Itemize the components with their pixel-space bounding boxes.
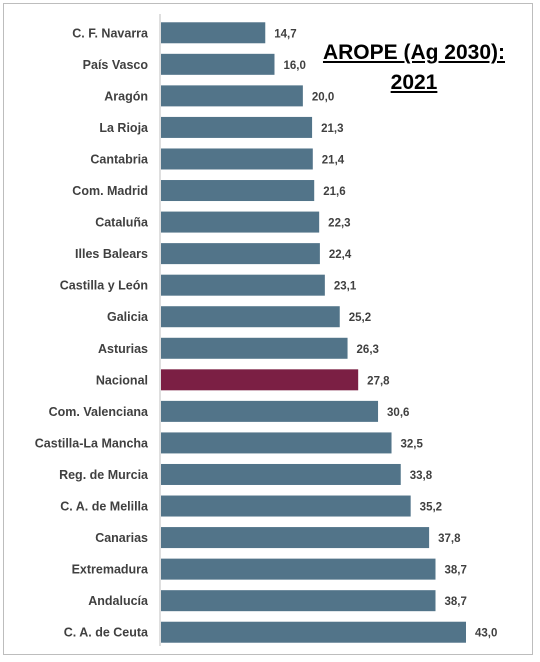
value-label-pais-vasco: 16,0 [283, 60, 305, 72]
category-label-cantabria: Cantabria [90, 152, 149, 166]
value-label-galicia: 25,2 [349, 312, 371, 324]
value-label-asturias: 26,3 [357, 344, 379, 356]
value-label-canarias: 37,8 [438, 533, 461, 545]
category-label-cataluna: Cataluña [95, 216, 149, 230]
bar-c-a-de-melilla [161, 495, 411, 517]
bar-andalucia [161, 590, 436, 612]
bar-cataluna [161, 211, 320, 233]
category-label-c-f-navarra: C. F. Navarra [72, 26, 149, 40]
value-label-extremadura: 38,7 [445, 565, 467, 577]
bar-extremadura [161, 558, 436, 580]
category-label-pais-vasco: País Vasco [83, 58, 149, 72]
category-label-nacional: Nacional [96, 373, 148, 387]
value-label-cataluna: 22,3 [328, 218, 350, 230]
category-label-illes-balears: Illes Balears [75, 247, 148, 261]
category-label-extremadura: Extremadura [72, 563, 149, 577]
value-label-c-a-de-ceuta: 43,0 [475, 628, 497, 640]
bar-nacional [161, 369, 359, 391]
bar-castilla-y-leon [161, 274, 325, 296]
value-label-andalucia: 38,7 [445, 596, 467, 608]
value-label-castilla-y-leon: 23,1 [334, 281, 357, 293]
category-label-com-valenciana: Com. Valenciana [49, 405, 149, 419]
bar-c-f-navarra [161, 22, 266, 44]
value-label-castilla-la-mancha: 32,5 [401, 438, 424, 450]
value-label-nacional: 27,8 [367, 375, 390, 387]
bar-la-rioja [161, 116, 313, 138]
chart-title: AROPE (Ag 2030): 2021 [318, 38, 510, 98]
bar-com-valenciana [161, 400, 379, 422]
bar-pais-vasco [161, 53, 275, 75]
value-label-c-a-de-melilla: 35,2 [420, 502, 442, 514]
category-label-canarias: Canarias [95, 531, 148, 545]
bar-galicia [161, 306, 340, 328]
value-label-c-f-navarra: 14,7 [274, 28, 296, 40]
chart-title-line1: AROPE (Ag 2030): [322, 41, 506, 64]
category-label-com-madrid: Com. Madrid [72, 184, 148, 198]
category-label-la-rioja: La Rioja [99, 121, 149, 135]
value-label-com-valenciana: 30,6 [387, 407, 409, 419]
bar-canarias [161, 527, 430, 549]
category-label-c-a-de-ceuta: C. A. de Ceuta [64, 626, 149, 640]
bar-cantabria [161, 148, 313, 170]
value-label-aragon: 20,0 [312, 91, 334, 103]
bar-com-madrid [161, 180, 315, 202]
bar-castilla-la-mancha [161, 432, 392, 454]
category-label-aragon: Aragón [104, 89, 148, 103]
category-label-reg-de-murcia: Reg. de Murcia [59, 468, 149, 482]
bar-asturias [161, 337, 348, 359]
value-label-la-rioja: 21,3 [321, 123, 343, 135]
chart-title-line2: 2021 [390, 71, 438, 94]
category-label-andalucia: Andalucía [88, 594, 149, 608]
category-label-c-a-de-melilla: C. A. de Melilla [60, 500, 149, 514]
category-label-galicia: Galicia [107, 310, 149, 324]
category-label-asturias: Asturias [98, 342, 148, 356]
value-label-illes-balears: 22,4 [329, 249, 352, 261]
bar-aragon [161, 85, 303, 107]
value-label-com-madrid: 21,6 [323, 186, 345, 198]
bar-c-a-de-ceuta [161, 621, 466, 643]
value-label-reg-de-murcia: 33,8 [410, 470, 433, 482]
category-label-castilla-la-mancha: Castilla-La Mancha [35, 436, 149, 450]
bar-illes-balears [161, 243, 320, 265]
value-label-cantabria: 21,4 [322, 154, 345, 166]
bar-reg-de-murcia [161, 463, 401, 485]
category-label-castilla-y-leon: Castilla y León [60, 279, 148, 293]
